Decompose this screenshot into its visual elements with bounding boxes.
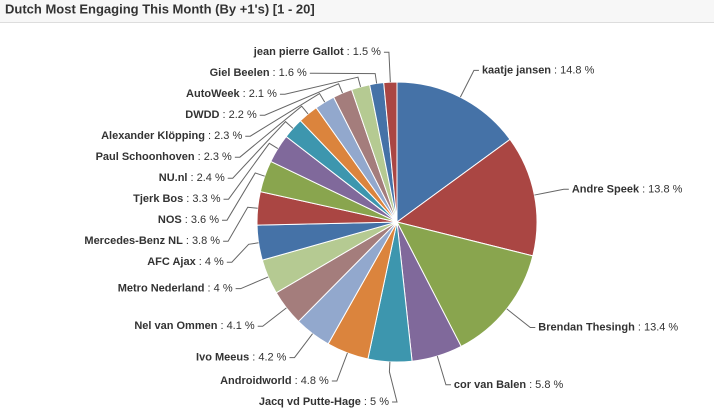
label-name: Giel Beelen: [210, 67, 270, 79]
label-value: : 2.2 %: [222, 109, 256, 121]
label-value: : 2.1 %: [243, 88, 277, 100]
data-label: Nel van Ommen: 4.1 %: [134, 320, 255, 332]
label-value: : 5.8 %: [529, 379, 563, 391]
label-name: Nel van Ommen: [134, 320, 217, 332]
label-name: Brendan Thesingh: [538, 321, 635, 333]
header-bar: [0, 0, 714, 22]
label-value: : 13.4 %: [638, 321, 679, 333]
connector: [309, 72, 378, 84]
label-value: : 2.3 %: [208, 130, 242, 142]
label-value: : 2.4 %: [190, 172, 224, 184]
data-label: Giel Beelen: 1.6 %: [210, 67, 307, 79]
connector: [436, 355, 451, 386]
label-name: kaatje jansen: [482, 64, 551, 76]
connector: [331, 352, 348, 382]
connector: [259, 83, 343, 116]
label-value: : 5 %: [364, 396, 389, 408]
label-name: cor van Balen: [454, 379, 526, 391]
label-name: Paul Schoonhoven: [96, 151, 195, 163]
connector: [289, 333, 313, 359]
chart-title: Dutch Most Engaging This Month (By +1's)…: [5, 1, 315, 16]
label-name: jean pierre Gallot: [253, 46, 344, 58]
connector: [279, 76, 362, 95]
connector: [222, 172, 265, 221]
label-value: : 1.5 %: [347, 46, 381, 58]
data-label: Andre Speek: 13.8 %: [572, 183, 683, 195]
connector: [534, 188, 569, 196]
label-value: : 3.6 %: [185, 214, 219, 226]
label-value: : 4 %: [199, 256, 224, 268]
data-label: Alexander Klöpping: 2.3 %: [101, 130, 242, 142]
data-label: AFC Ajax: 4 %: [147, 256, 224, 268]
label-name: AutoWeek: [186, 88, 240, 100]
label-name: AFC Ajax: [147, 256, 196, 268]
label-name: Tjerk Bos: [133, 193, 183, 205]
data-label: NU.nl: 2.4 %: [159, 172, 225, 184]
label-name: Androidworld: [220, 375, 292, 387]
data-label: jean pierre Gallot: 1.5 %: [253, 46, 381, 58]
connector: [223, 206, 258, 242]
label-name: NU.nl: [159, 172, 188, 184]
connector: [506, 308, 536, 329]
label-value: : 2.3 %: [198, 151, 232, 163]
pie-slice: [395, 138, 538, 257]
connector: [257, 307, 287, 327]
label-value: : 4 %: [208, 283, 233, 295]
data-label: Paul Schoonhoven: 2.3 %: [96, 151, 232, 163]
connector: [245, 92, 326, 137]
label-name: Jacq vd Putte-Hage: [259, 396, 361, 408]
data-label: Brendan Thesingh: 13.4 %: [538, 321, 678, 333]
pie-slice: [396, 221, 534, 348]
label-value: : 4.2 %: [252, 352, 286, 364]
data-label: kaatje jansen: 14.8 %: [482, 64, 595, 76]
label-value: : 1.6 %: [273, 67, 307, 79]
data-label: Ivo Meeus: 4.2 %: [196, 352, 287, 364]
label-name: NOS: [158, 214, 182, 226]
data-label: Tjerk Bos: 3.3 %: [133, 193, 221, 205]
connector: [388, 361, 398, 403]
data-label: Androidworld: 4.8 %: [220, 375, 329, 387]
label-value: : 3.3 %: [186, 193, 220, 205]
label-value: : 3.8 %: [186, 235, 220, 247]
label-value: : 4.8 %: [295, 375, 329, 387]
label-value: : 14.8 %: [554, 64, 595, 76]
label-name: Andre Speek: [572, 183, 640, 195]
connector: [226, 242, 259, 263]
connector: [235, 276, 269, 290]
data-label: Jacq vd Putte-Hage: 5 %: [259, 396, 389, 408]
data-label: AutoWeek: 2.1 %: [186, 88, 277, 100]
label-name: Ivo Meeus: [196, 352, 249, 364]
data-label: NOS: 3.6 %: [158, 214, 219, 226]
data-label: cor van Balen: 5.8 %: [454, 379, 564, 391]
label-value: : 4.1 %: [220, 320, 254, 332]
connector: [223, 142, 279, 200]
data-label: Metro Nederland: 4 %: [118, 283, 233, 295]
label-name: Alexander Klöpping: [101, 130, 205, 142]
data-label: Mercedes-Benz NL: 3.8 %: [84, 235, 220, 247]
label-name: Metro Nederland: [118, 283, 205, 295]
data-label: DWDD: 2.2 %: [185, 109, 257, 121]
label-value: : 13.8 %: [642, 183, 683, 195]
connector: [459, 69, 479, 98]
connector: [383, 51, 391, 83]
connector: [234, 105, 309, 158]
connector: [227, 120, 294, 179]
label-name: Mercedes-Benz NL: [84, 235, 183, 247]
label-name: DWDD: [185, 109, 219, 121]
